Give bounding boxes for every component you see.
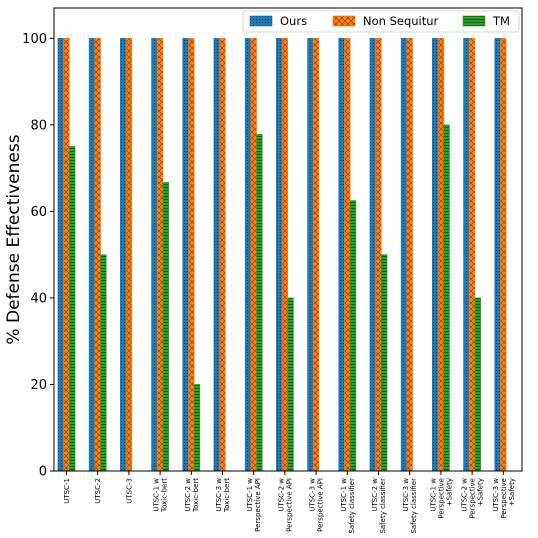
bar-ours-11: [369, 37, 376, 472]
bar-ours-14: [463, 37, 470, 472]
y-tick-label: 80: [30, 118, 47, 133]
bar-tm-1: [69, 146, 76, 472]
x-tick-label: UTSC-1 wPerspective API: [246, 478, 262, 532]
legend-swatch-non-sequitur: [332, 15, 356, 27]
bar-ours-1: [57, 37, 64, 472]
bar-ours-6: [213, 37, 220, 472]
bar-tm-10: [349, 200, 357, 472]
bar-non-sequitur-10: [344, 37, 351, 472]
bar-non-sequitur-12: [406, 37, 413, 472]
bar-non-sequitur-2: [94, 37, 101, 472]
bar-non-sequitur-9: [312, 37, 320, 472]
bar-ours-15: [494, 37, 501, 472]
legend-swatch-ours: [249, 15, 273, 27]
y-tick-label: 0: [39, 465, 47, 480]
x-tick-label: UTSC-2 wPerspective API: [277, 478, 293, 532]
legend-box: [242, 10, 520, 33]
bar-ours-9: [307, 37, 314, 472]
bar-non-sequitur-7: [250, 37, 257, 472]
bar-non-sequitur-6: [219, 37, 226, 472]
legend: Ours Non Sequitur TM: [242, 10, 520, 33]
legend-label-ours: Ours: [280, 14, 307, 28]
legend-label-non-sequitur: Non Sequitur: [363, 14, 439, 28]
bar-ours-13: [432, 37, 439, 472]
x-tick-label: UTSC-1 wSafety classifier: [340, 478, 356, 534]
bar-ours-5: [182, 37, 189, 472]
x-tick-label: UTSC-2 wPerspective+Safety: [461, 478, 485, 519]
bar-non-sequitur-5: [188, 37, 195, 472]
y-axis-label: % Defense Effectiveness: [4, 134, 24, 344]
legend-swatch-tm: [462, 15, 486, 27]
bar-ours-7: [244, 37, 252, 472]
x-tick-label: UTSC-1: [63, 478, 71, 504]
x-tick-label: UTSC-3: [125, 478, 133, 504]
bar-non-sequitur-3: [125, 37, 133, 472]
y-tick-label: 20: [30, 378, 47, 393]
bar-ours-4: [151, 37, 158, 472]
bar-non-sequitur-13: [437, 37, 445, 472]
x-tick-label: UTSC-2: [94, 478, 102, 504]
x-tick-label: UTSC-3 wPerspective+Safety: [492, 478, 516, 519]
bar-non-sequitur-4: [156, 37, 164, 472]
x-tick-label: UTSC-3 wToxic-bert: [215, 478, 231, 513]
bar-ours-2: [88, 37, 96, 472]
bar-ours-12: [400, 37, 408, 472]
y-tick-label: 40: [30, 291, 47, 306]
bar-ours-10: [338, 37, 345, 472]
bar-tm-11: [381, 254, 388, 472]
bar-tm-8: [287, 297, 294, 472]
bar-tm-2: [100, 254, 107, 472]
bars-layer: [57, 37, 507, 472]
x-tick-label: UTSC-3 wSafety classifier: [402, 478, 418, 534]
bar-tm-4: [162, 182, 169, 472]
x-tick-label: UTSC-2 wToxic-bert: [184, 478, 200, 513]
bar-non-sequitur-15: [500, 37, 507, 472]
bar-tm-7: [256, 134, 263, 472]
plot-frame: [53, 7, 523, 472]
x-tick-label: UTSC-3 wPerspective API: [309, 478, 325, 532]
bar-non-sequitur-11: [375, 37, 382, 472]
bar-ours-8: [276, 37, 283, 472]
y-axis-ticks: 0 20 40 60 80 100: [22, 32, 54, 480]
x-axis-ticks: UTSC-1 UTSC-2 UTSC-3 UTSC-1 wToxic-bert UTSC…: [63, 471, 516, 534]
y-tick-label: 100: [22, 32, 47, 47]
bar-non-sequitur-14: [468, 37, 476, 472]
bar-non-sequitur-8: [281, 37, 289, 472]
y-tick-label: 60: [30, 205, 47, 220]
bar-tm-5: [193, 384, 201, 472]
bar-tm-13: [443, 124, 450, 472]
bar-tm-14: [474, 297, 481, 472]
x-tick-label: UTSC-1 wToxic-bert: [153, 478, 169, 513]
legend-label-tm: TM: [492, 14, 510, 28]
bar-non-sequitur-1: [63, 37, 70, 472]
bar-ours-3: [120, 37, 127, 472]
x-tick-label: UTSC-1 wPerspective+Safety: [429, 478, 453, 519]
x-tick-label: UTSC-2 wSafety classifier: [371, 478, 387, 534]
